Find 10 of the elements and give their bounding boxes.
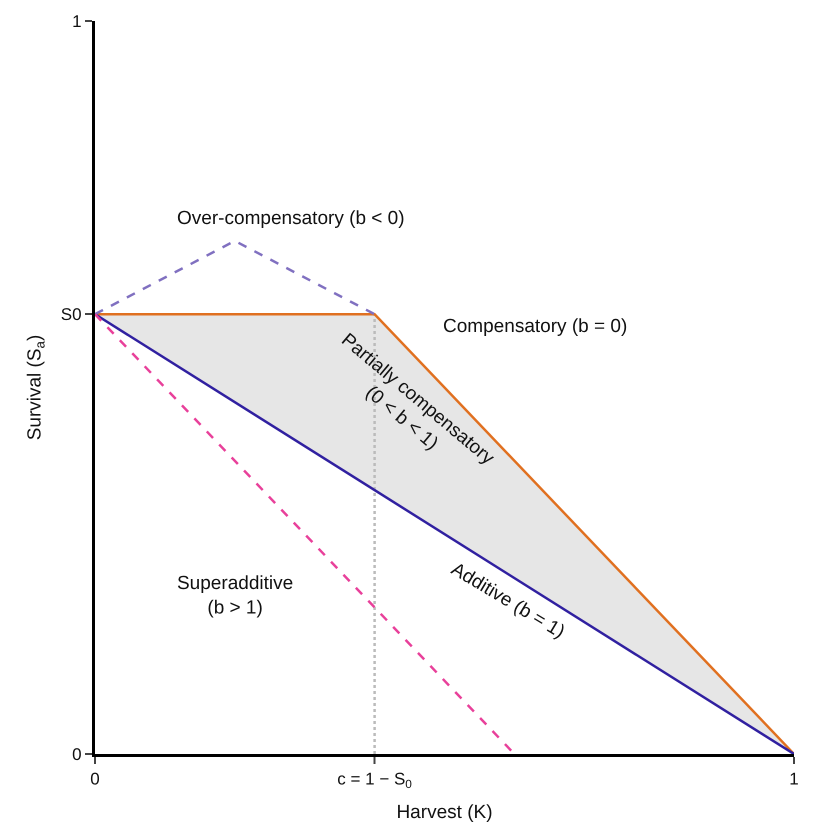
series-label: Compensatory (b = 0)	[443, 316, 628, 337]
x-tick-label: c = 1 − S$_{0}$	[337, 769, 412, 791]
y-tick-label: 0	[72, 744, 82, 764]
x-tick-label: 0	[90, 769, 100, 788]
x-axis-title: Harvest (K)	[396, 802, 493, 823]
y-tick-label: 1	[72, 12, 82, 31]
series-label: Over-compensatory (b < 0)	[177, 208, 405, 229]
y-tick-label: S0	[60, 305, 82, 324]
series-label: Superadditive (b > 1)	[177, 573, 294, 619]
x-tick-label: 1	[789, 769, 799, 788]
